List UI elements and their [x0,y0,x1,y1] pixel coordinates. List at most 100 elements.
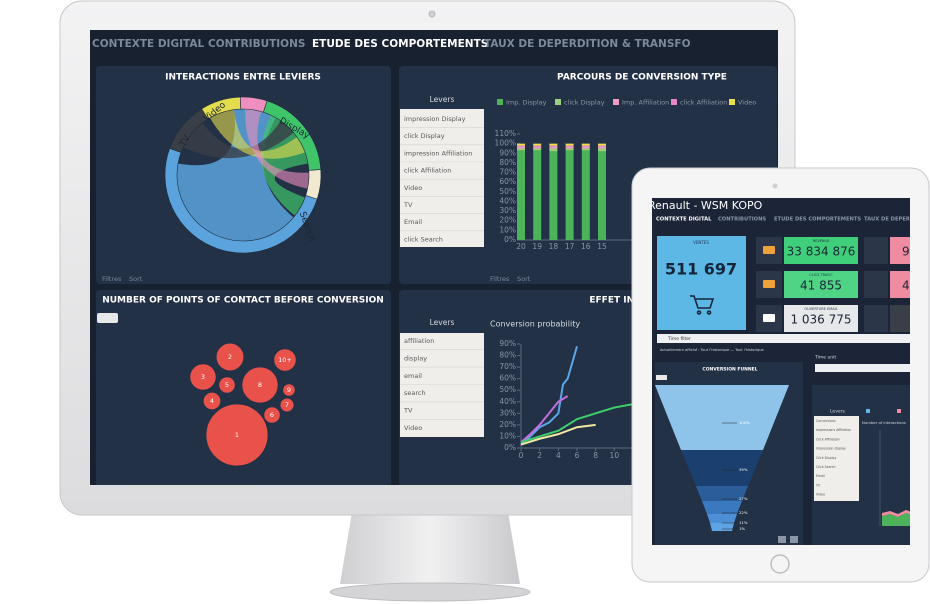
panel-title: CONVERSION FUNNEL [702,367,757,373]
lever-item[interactable]: Video [816,493,825,497]
y-tick-label: 10% [499,431,516,440]
levers-list [814,416,859,501]
legend-swatch [497,99,503,105]
filter-bar [657,334,910,343]
kpi-value: 4 [902,279,910,293]
lever-item[interactable]: affiliation [404,337,434,345]
bubble [215,342,245,372]
y-tick-label: 110% [495,129,516,138]
lever-item[interactable]: display [404,354,427,362]
chart-title: Number of interactions [862,420,906,425]
footer-link: Filtres [102,275,122,283]
bar-segment [549,151,558,240]
line-series [520,395,569,443]
lever-item[interactable]: Click Search [816,465,836,469]
line-series [520,346,578,446]
bar-segment [598,145,606,147]
bar-segment [565,145,574,147]
kpi-icon-box [864,237,888,264]
lever-item[interactable]: TV [403,407,413,415]
x-tick-label: 16 [581,242,591,251]
x-tick-label: 8 [593,451,598,460]
lever-item[interactable]: search [404,389,426,397]
lever-item[interactable]: Impression display [816,447,846,451]
bubble [218,376,236,394]
lever-item[interactable]: click Display [404,132,445,140]
bubble-label: 7 [285,401,289,409]
funnel-label: 1% [739,526,745,531]
home-button[interactable] [770,554,790,574]
x-tick-label: 17 [565,242,575,251]
lever-item[interactable]: Email [816,474,825,478]
legend-swatch [671,99,677,105]
bar-segment [581,146,590,149]
bubble [241,366,279,404]
panel-title: INTERACTIONS ENTRE LEVIERS [165,73,321,83]
y-tick-label: 0% [504,443,516,452]
legend-label: Imp. Affiliation [622,99,669,107]
lever-item[interactable]: Video [404,424,422,432]
footer-link: Filtres [490,275,510,283]
bubble [189,363,217,391]
lever-item[interactable]: Email [404,218,422,226]
lever-item[interactable]: click Affiliation [404,167,451,175]
x-tick-label: 0 [519,451,524,460]
kpi-icon [763,280,775,288]
button[interactable] [790,536,798,543]
tab[interactable]: ETUDE DES COMPORTEMENTS [774,217,861,223]
lever-item[interactable]: Impressions Affiliation [816,428,851,432]
lever-item[interactable]: TV [403,201,413,209]
bar-segment [533,148,542,151]
bar-segment [581,145,590,147]
funnel-label: 100% [739,420,750,425]
kpi-label: VENTES [693,240,709,245]
legend-label: Imp. Display [506,99,547,107]
tab[interactable]: CONTRIBUTIONS [208,38,305,50]
bar-segment [565,146,574,149]
time-unit-input[interactable] [815,364,915,372]
time-unit-label: Time unit [814,355,836,361]
kpi-icon [763,246,775,254]
y-tick-label: 60% [499,374,516,383]
bar-segment [549,148,558,152]
chart-icon [656,375,667,380]
y-tick-label: 30% [499,206,516,215]
lever-item[interactable]: Click Affiliation [816,437,840,441]
tab[interactable]: CONTRIBUTIONS [718,217,766,223]
tab[interactable]: ETUDE DES COMPORTEMENTS [312,38,488,50]
chord-arc [305,169,322,200]
lever-item[interactable]: Conversions [816,419,836,423]
bar-segment [565,143,574,146]
y-tick-label: 80% [499,351,516,360]
bar-segment [581,148,590,151]
tab[interactable]: CONTEXTE DIGITAL [92,38,204,50]
button[interactable] [778,536,786,543]
bar-segment [517,150,525,240]
monitor-camera [428,10,436,18]
y-tick-label: 40% [499,397,516,406]
bubble [205,403,269,467]
bubble-label: 8 [258,381,262,389]
lever-item[interactable]: TV [815,483,821,487]
app-title: Renault - WSM KOPO [648,199,763,212]
area [882,510,910,517]
lever-item[interactable]: impression Affiliation [404,149,472,157]
lever-item[interactable]: impression Display [404,115,466,123]
y-tick-label: 70% [499,362,516,371]
cart-icon [690,295,715,315]
levers-list [400,333,484,437]
lever-item[interactable]: Video [404,184,422,192]
monitor-base [329,582,531,602]
y-tick-label: 0% [504,235,516,244]
x-tick-label: 20 [516,242,526,251]
funnel-step [696,486,748,501]
tab[interactable]: TAUX DE DEPERDITION [864,217,930,223]
bar-segment [533,146,542,149]
x-tick-label: 18 [549,242,559,251]
lever-item[interactable]: click Search [404,235,443,243]
tab[interactable]: TAUX DE DEPERDITION & TRANSFO [484,38,691,50]
tab[interactable]: CONTEXTE DIGITAL [656,217,712,223]
lever-item[interactable]: email [404,372,422,380]
lever-item[interactable]: Click Display [816,456,836,460]
